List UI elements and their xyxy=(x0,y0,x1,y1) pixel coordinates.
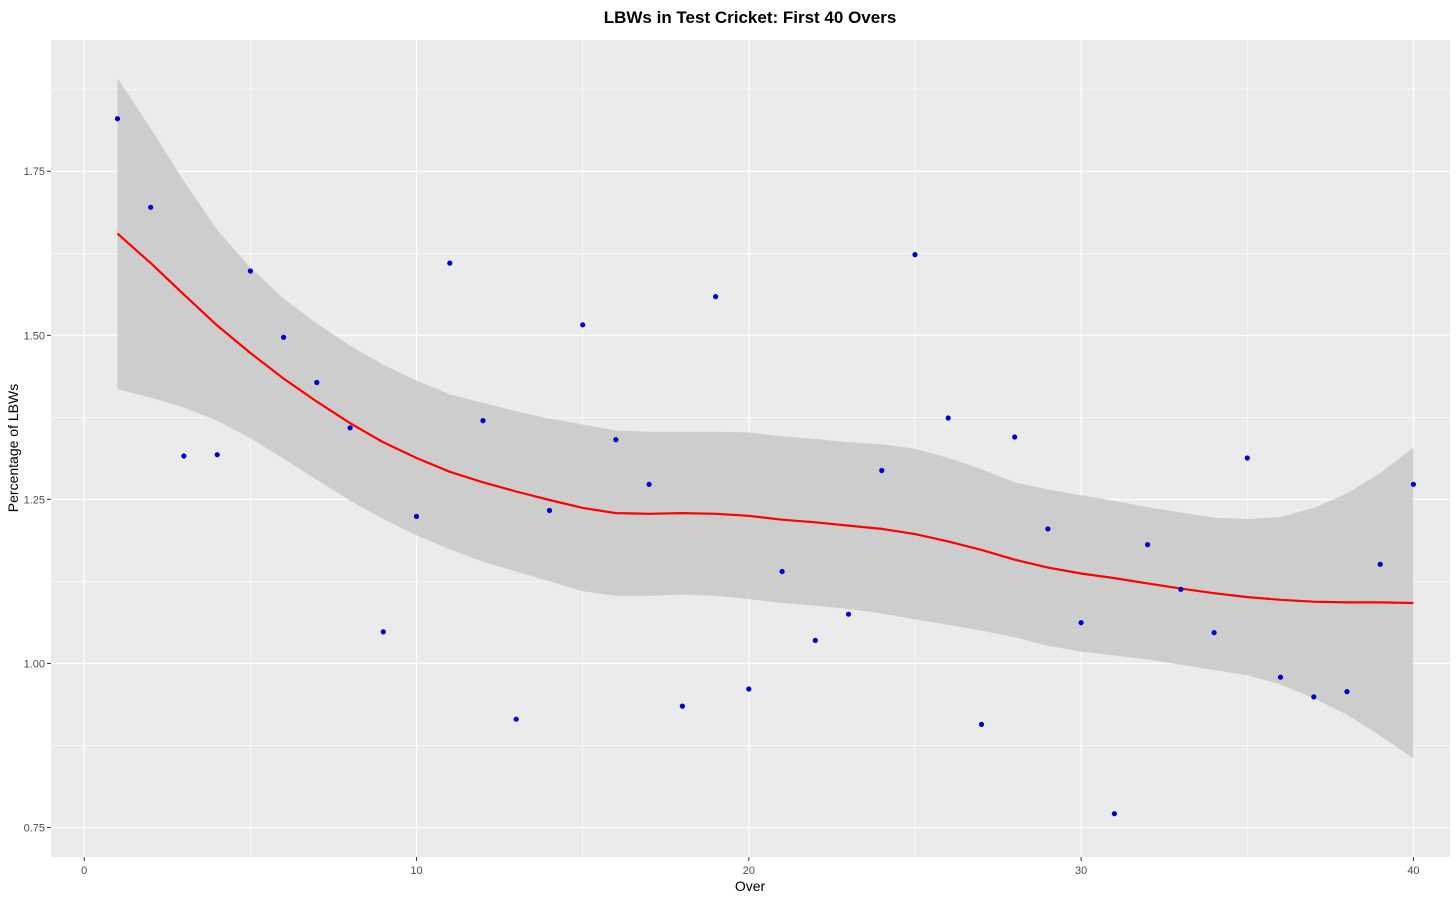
x-axis-title: Over xyxy=(735,878,766,894)
smooth-trend-line xyxy=(116,232,1414,605)
x-axis-ticks: 0 10 20 30 40 xyxy=(81,857,1420,877)
data-point xyxy=(380,629,386,635)
y-tick-label: 1.25 xyxy=(24,494,45,506)
y-tick-label: 0.75 xyxy=(24,822,45,834)
x-tick-label: 40 xyxy=(1407,865,1419,877)
data-point xyxy=(1211,630,1217,636)
data-point xyxy=(1178,586,1184,592)
data-point xyxy=(347,425,353,431)
data-point xyxy=(646,481,652,487)
data-point xyxy=(845,611,852,617)
chart-title: LBWs in Test Cricket: First 40 Overs xyxy=(604,8,897,27)
data-point xyxy=(314,379,320,386)
data-point xyxy=(1111,811,1117,817)
data-point xyxy=(1377,561,1383,567)
y-tick-label: 1.75 xyxy=(24,166,45,178)
data-point xyxy=(912,252,918,258)
data-point xyxy=(281,334,287,340)
data-point xyxy=(746,686,752,692)
x-tick-label: 30 xyxy=(1075,865,1087,877)
x-tick-label: 10 xyxy=(410,865,422,877)
data-point xyxy=(679,703,686,709)
data-point xyxy=(1012,434,1018,440)
data-point xyxy=(447,260,453,266)
data-points xyxy=(114,116,1416,817)
data-point xyxy=(879,467,885,474)
data-point xyxy=(513,716,519,722)
y-axis-title: Percentage of LBWs xyxy=(5,384,21,512)
data-point xyxy=(1244,455,1250,461)
data-point xyxy=(1045,526,1051,532)
data-point xyxy=(779,568,785,575)
data-point xyxy=(114,116,121,122)
data-point xyxy=(812,637,818,644)
y-tick-label: 1.50 xyxy=(24,330,45,342)
data-point xyxy=(978,721,985,728)
data-point xyxy=(1311,694,1317,700)
data-point xyxy=(214,452,220,458)
data-point xyxy=(713,294,719,300)
data-point xyxy=(1078,620,1084,626)
data-point xyxy=(148,204,154,210)
data-point xyxy=(413,513,420,520)
data-point xyxy=(613,437,619,443)
confidence-band xyxy=(117,78,1414,759)
y-tick-label: 1.00 xyxy=(24,658,45,670)
x-tick-label: 20 xyxy=(743,865,755,877)
data-point xyxy=(546,507,553,514)
data-point xyxy=(1145,542,1151,548)
data-point xyxy=(480,418,486,424)
data-point xyxy=(247,268,253,274)
data-point xyxy=(1277,674,1284,680)
data-point xyxy=(945,415,951,421)
data-point xyxy=(1410,481,1416,487)
data-point xyxy=(580,322,586,328)
data-point xyxy=(1344,689,1350,695)
data-point xyxy=(181,453,187,459)
y-axis-ticks: 0.75 1.00 1.25 1.50 1.75 xyxy=(24,166,51,834)
x-tick-label: 0 xyxy=(81,865,87,877)
